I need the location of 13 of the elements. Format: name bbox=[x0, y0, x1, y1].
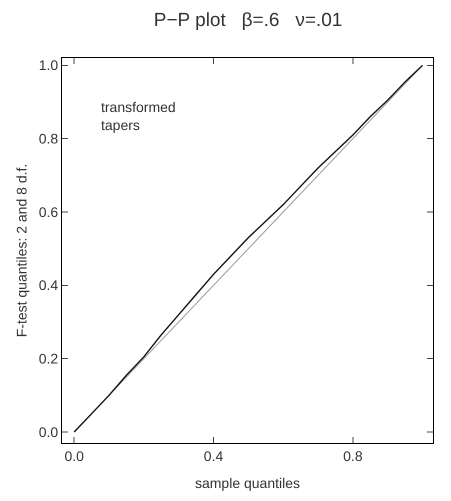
y-tick-label: 0.6 bbox=[38, 204, 58, 220]
y-tick-label: 0.8 bbox=[38, 130, 58, 147]
y-tick-label: 0.2 bbox=[38, 350, 58, 367]
x-axis-title: sample quantiles bbox=[194, 475, 300, 492]
chart-title: P−P plot β=.6 ν=.01 bbox=[154, 10, 342, 31]
annotation: transformed tapers bbox=[101, 99, 176, 134]
y-axis-title: F-test quantiles: 2 and 8 d.f. bbox=[13, 164, 30, 338]
y-tick-label: 1.0 bbox=[38, 57, 58, 74]
y-tick-label: 0.4 bbox=[38, 277, 58, 294]
x-tick-label: 0.0 bbox=[64, 448, 84, 464]
x-tick-label: 0.4 bbox=[204, 448, 224, 464]
y-tick-label: 0.0 bbox=[38, 424, 58, 440]
x-tick-label: 0.8 bbox=[343, 448, 363, 464]
